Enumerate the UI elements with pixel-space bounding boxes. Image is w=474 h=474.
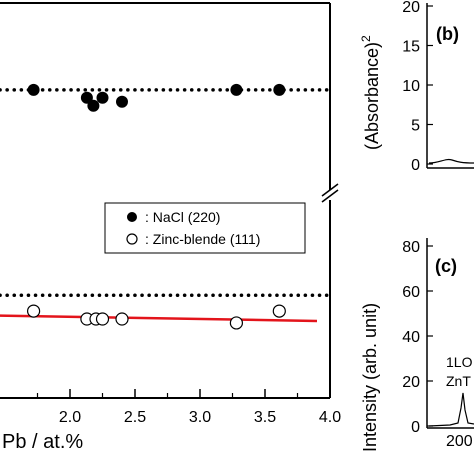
zinc-blende-point-3: [95, 312, 110, 326]
nacl-point-1: [80, 91, 93, 104]
panel-c-y-ticks: 80 60 40 20 0: [402, 239, 433, 436]
panel-c-annotation-1lo: 1LO: [446, 354, 473, 370]
zinc-blende-point-4: [115, 312, 129, 326]
nacl-point-2: [87, 99, 100, 112]
panel-c-y-tick-label-1: 60: [402, 284, 420, 301]
legend-label-nacl: : NaCl (220): [145, 209, 220, 225]
panel-c-y-tick-label-0: 80: [402, 239, 420, 256]
legend-marker-nacl: [127, 212, 137, 222]
zinc-blende-point-0: [26, 304, 41, 318]
panel-c-x-tick-200: 200: [446, 433, 473, 450]
panel-c-spectrum: [428, 392, 474, 427]
panel-c-annotation-znt: ZnT: [446, 373, 471, 389]
panel-c-tag: (c): [435, 256, 457, 276]
panel-b-y-tick-label-3: 5: [411, 118, 420, 135]
reference-lines: [0, 88, 332, 298]
x-tick-label-0: 2.0: [59, 409, 81, 426]
x-tick-label-3: 3.5: [254, 409, 276, 426]
panel-c-y-tick-label-3: 20: [402, 374, 420, 391]
zinc-blende-point-5: [229, 316, 243, 330]
x-axis-ticks: 2.0 2.5 3.0 3.5 4.0: [36, 389, 341, 426]
x-tick-label-2: 3.0: [189, 409, 211, 426]
nacl-point-5: [230, 83, 243, 96]
panel-b-curve: [428, 158, 474, 164]
panel-c-ylabel: Intensity (arb. unit): [360, 303, 380, 452]
panel-b-y-ticks: 20 15 10 5 0: [402, 0, 433, 174]
legend: : NaCl (220) : Zinc-blende (111): [104, 202, 306, 254]
fit-line-group: [0, 314, 318, 323]
data-points: [26, 83, 286, 330]
panel-b-tag: (b): [436, 24, 459, 44]
panel-b-y-tick-label-4: 0: [411, 157, 420, 174]
panel-b-y-tick-label-1: 15: [402, 39, 420, 56]
panel-b-ylabel: (Absorbance)2: [359, 35, 382, 150]
fit-line: [0, 314, 318, 323]
panel-b-y-tick-label-2: 10: [402, 78, 420, 95]
panel-b-y-tick-label-0: 20: [402, 0, 420, 16]
nacl-point-3: [96, 91, 109, 104]
legend-label-zinc-blende: : Zinc-blende (111): [145, 231, 260, 247]
legend-marker-zinc-blende: [126, 233, 138, 245]
legend-box: [104, 202, 306, 254]
panel-c-y-tick-label-2: 40: [402, 329, 420, 346]
panel-b: (Absorbance)2 20 15 10 5 0 (b): [359, 0, 474, 174]
x-tick-label-1: 2.5: [124, 409, 146, 426]
x-tick-label-4: 4.0: [319, 409, 341, 426]
nacl-point-4: [116, 95, 128, 108]
zinc-blende-point-6: [272, 304, 286, 318]
panel-c-y-tick-label-4: 0: [411, 419, 420, 436]
nacl-point-0: [27, 83, 40, 96]
axis-break-mark: [321, 183, 340, 203]
x-axis-label: Pb / at.%: [2, 431, 83, 453]
nacl-point-6: [273, 83, 286, 96]
